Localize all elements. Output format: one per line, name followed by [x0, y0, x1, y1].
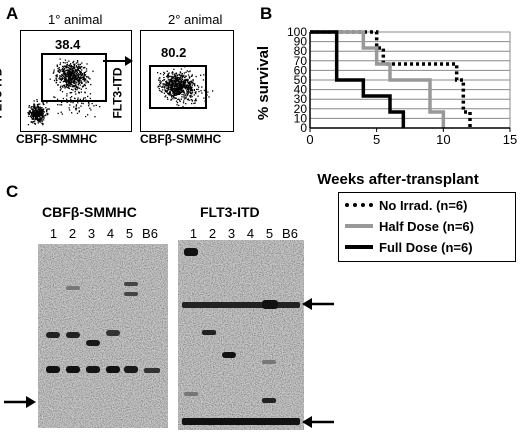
- legend-swatch-half-dose: [345, 224, 373, 228]
- gate-primary: [41, 53, 107, 102]
- gate-secondary: [149, 65, 207, 109]
- blot2-title: FLT3-ITD: [200, 204, 260, 220]
- y-tick-label: 30: [294, 92, 308, 106]
- y-tick-label: 0: [300, 121, 307, 135]
- blot-cbfb-smmhc: [38, 244, 168, 428]
- blot-flt3-itd: [178, 240, 304, 430]
- y-tick-label: 50: [294, 73, 308, 87]
- flow-plot-secondary: 80.2: [140, 30, 234, 132]
- blot2-band: [182, 418, 300, 425]
- legend-label-full-dose: Full Dose (n=6): [379, 239, 473, 255]
- blot2-lane-label: 5: [265, 226, 274, 241]
- blot2-lane-label: 4: [246, 226, 255, 241]
- blot1-lane-label: 3: [87, 226, 96, 241]
- panel-b-letter: B: [260, 4, 273, 23]
- blot2-band: [184, 248, 198, 256]
- primary-animal-label: 1° animal: [48, 12, 103, 27]
- blot1-band: [46, 332, 60, 338]
- y-tick-label: 20: [294, 102, 308, 116]
- legend-item-no-irrad: No Irrad. (n=6): [345, 195, 468, 215]
- y-tick-label: 70: [294, 54, 308, 68]
- blot2-band: [262, 398, 276, 403]
- x-tick-label: 0: [306, 132, 313, 147]
- legend-label-no-irrad: No Irrad. (n=6): [379, 197, 468, 213]
- blot1-band: [144, 368, 160, 373]
- blot1-lane-label: B6: [142, 226, 158, 241]
- legend-swatch-no-irrad: [345, 203, 373, 207]
- y-tick-label: 90: [294, 35, 308, 49]
- blot1-lane-label: 1: [49, 226, 58, 241]
- blot1-band: [106, 366, 120, 373]
- y-tick-label: 40: [294, 83, 308, 97]
- blot1-title: CBFβ-SMMHC: [42, 204, 137, 220]
- legend-item-half-dose: Half Dose (n=6): [345, 216, 474, 236]
- y-tick-label: 10: [294, 111, 308, 125]
- blot1-lane-labels: 1 2 3 4 5 B6: [44, 226, 161, 241]
- arrow-primary-to-secondary: [103, 56, 133, 66]
- y-tick-label: 100: [287, 25, 307, 39]
- x-tick-label: 15: [503, 132, 517, 147]
- legend-swatch-full-dose: [345, 245, 373, 249]
- blot1-lane-label: 5: [125, 226, 134, 241]
- panel-c-letter: C: [6, 182, 19, 201]
- blot2-band: [202, 330, 216, 335]
- blot1-band: [124, 366, 138, 373]
- series-line: [310, 30, 446, 128]
- blot2-band: [222, 352, 236, 358]
- blot2-lane-label: 2: [208, 226, 217, 241]
- arrow-blot1-lower: [4, 396, 36, 408]
- flow-ylabel-primary: FLT3-ITD: [0, 67, 5, 119]
- arrow-blot2-lower: [302, 416, 334, 428]
- legend-item-full-dose: Full Dose (n=6): [345, 237, 473, 257]
- legend-label-half-dose: Half Dose (n=6): [379, 218, 474, 234]
- blot1-band: [66, 332, 80, 338]
- blot1-band: [86, 340, 100, 346]
- flow-dots-secondary: [157, 66, 214, 108]
- series-line: [310, 30, 406, 128]
- panel-a-letter: A: [6, 4, 19, 23]
- blot1-band: [86, 366, 100, 373]
- blot2-band: [262, 360, 276, 364]
- blot1-band: [66, 366, 80, 373]
- flow-ylabel-secondary: FLT3-ITD: [110, 67, 125, 119]
- blot2-lane-label: 3: [227, 226, 236, 241]
- x-tick-label: 10: [436, 132, 450, 147]
- blot1-band: [124, 282, 138, 286]
- blot2-lane-label: 1: [189, 226, 198, 241]
- blot2-lane-labels: 1 2 3 4 5 B6: [184, 226, 301, 241]
- blot1-band: [124, 292, 138, 296]
- secondary-animal-label: 2° animal: [168, 12, 223, 27]
- y-tick-label: 80: [294, 44, 308, 58]
- y-tick-label: 60: [294, 63, 308, 77]
- blot1-lane-label: 4: [106, 226, 115, 241]
- arrow-blot2-upper: [302, 298, 334, 310]
- blot1-band: [106, 330, 120, 336]
- blot2-lane-label: B6: [282, 226, 298, 241]
- series-line: [310, 30, 472, 128]
- blot2-band: [262, 300, 278, 309]
- blot1-band: [66, 286, 80, 290]
- survival-legend: No Irrad. (n=6) Half Dose (n=6) Full Dos…: [338, 192, 516, 262]
- flow-xlabel-secondary: CBFβ-SMMHC: [140, 132, 222, 146]
- flow-plot-primary: 38.4: [20, 30, 132, 132]
- blot2-band: [182, 302, 300, 308]
- x-tick-label: 5: [373, 132, 380, 147]
- chart-ylabel: % survival: [255, 46, 272, 120]
- chart-xlabel: Weeks after-transplant: [317, 171, 478, 188]
- gate-secondary-percent: 80.2: [161, 45, 187, 60]
- gate-primary-percent: 38.4: [55, 37, 81, 52]
- blot2-band: [184, 392, 198, 396]
- flow-xlabel-primary: CBFβ-SMMHC: [16, 132, 98, 146]
- blot1-band: [46, 366, 60, 373]
- blot1-lane-label: 2: [68, 226, 77, 241]
- flow-dots-primary: [27, 58, 104, 126]
